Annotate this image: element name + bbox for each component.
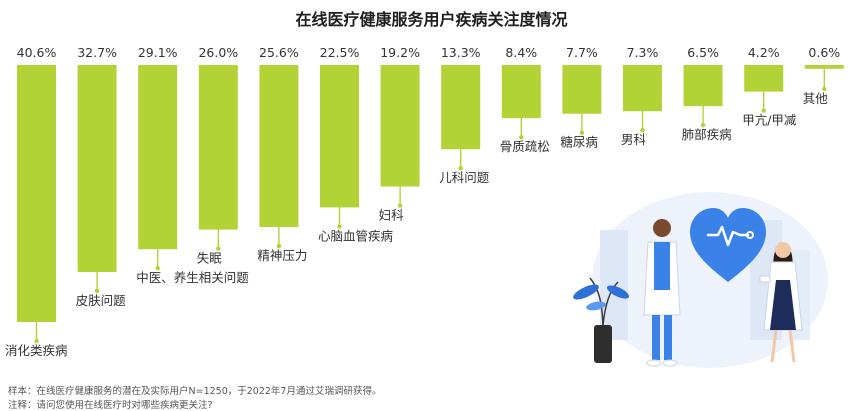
heart-icon xyxy=(690,208,766,282)
bar xyxy=(77,65,117,272)
bar xyxy=(441,65,481,150)
value-label: 26.0% xyxy=(198,45,238,60)
footnote-note: 注释：请问您使用在线医疗时对哪些疾病更关注? xyxy=(8,400,213,411)
value-label: 13.3% xyxy=(441,45,481,60)
leader-dot xyxy=(155,266,160,271)
building-shape xyxy=(600,230,628,340)
value-label: 8.4% xyxy=(505,45,537,60)
bar xyxy=(744,65,784,92)
leader-dot xyxy=(458,165,463,171)
category-label: 失眠 xyxy=(197,251,223,266)
value-label: 29.1% xyxy=(138,45,178,60)
category-label: 骨质疏松 xyxy=(500,139,550,154)
leader-dot xyxy=(397,203,403,208)
value-label: 32.7% xyxy=(77,45,117,60)
category-label: 消化类疾病 xyxy=(5,343,68,358)
leader-dot xyxy=(640,128,645,133)
bar xyxy=(501,65,541,119)
leader-dot xyxy=(216,246,221,251)
leader-dot xyxy=(276,243,282,249)
bar xyxy=(320,65,359,208)
value-label: 19.2% xyxy=(380,45,420,60)
category-label: 肺部疾病 xyxy=(682,127,732,142)
category-label: 儿科问题 xyxy=(439,170,490,185)
bar xyxy=(17,65,56,322)
value-label: 40.6% xyxy=(17,45,57,60)
bar xyxy=(804,65,844,69)
category-label: 中医、养生相关问题 xyxy=(136,270,249,285)
leader-dot xyxy=(579,130,585,135)
bar xyxy=(138,65,178,250)
category-label: 心脑血管疾病 xyxy=(318,228,393,243)
category-label: 男科 xyxy=(621,132,647,147)
leader-dot xyxy=(700,122,706,128)
leader-dot xyxy=(519,134,524,140)
value-label: 6.5% xyxy=(687,45,719,60)
category-label: 其他 xyxy=(803,91,829,106)
bar xyxy=(683,65,723,107)
footnote-sample: 样本：在线医疗健康服务的潜在及实际用户N=1250，于2022年7月通过艾瑞调研… xyxy=(8,386,382,397)
bar xyxy=(380,65,420,187)
value-label: 25.6% xyxy=(259,45,299,60)
leader-dot xyxy=(822,86,827,92)
value-label: 7.7% xyxy=(566,45,598,60)
bar xyxy=(259,65,299,228)
value-label: 7.3% xyxy=(627,45,659,60)
bar xyxy=(562,65,602,114)
category-label: 精神压力 xyxy=(257,248,307,263)
leader-dot xyxy=(337,224,342,229)
value-label: 22.5% xyxy=(320,45,360,60)
female-doctor-figure xyxy=(759,242,803,363)
category-label: 妇科 xyxy=(379,208,405,223)
bar-chart: 40.6% 消化类疾病 32.7% 皮肤问题 29.1% 中医、养生相关问题 26.0% 失眠… xyxy=(5,45,844,358)
value-label: 4.2% xyxy=(748,45,780,60)
value-label: 0.6% xyxy=(808,45,840,60)
category-label: 糖尿病 xyxy=(560,135,598,150)
category-label: 甲亢/甲减 xyxy=(742,113,797,128)
plant-icon xyxy=(573,277,630,363)
chart-title: 在线医疗健康服务用户疾病关注度情况 xyxy=(295,10,568,29)
male-doctor-figure xyxy=(643,219,681,367)
doctors-heart-illustration xyxy=(573,192,828,368)
category-label: 皮肤问题 xyxy=(76,293,127,308)
bar xyxy=(623,65,662,112)
leader-dot xyxy=(761,108,766,113)
bar xyxy=(198,65,238,230)
leader-dot xyxy=(34,338,39,344)
leader-dot xyxy=(94,288,100,294)
